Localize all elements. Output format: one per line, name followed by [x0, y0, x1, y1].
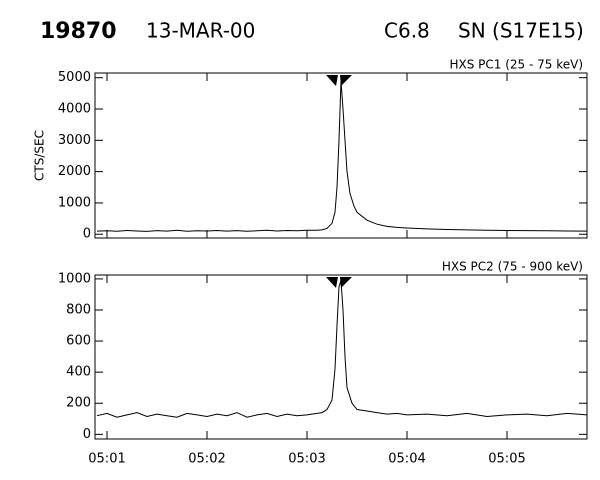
panel-title: HXS PC2 (75 - 900 keV)	[442, 260, 583, 274]
marker	[340, 277, 352, 288]
y-tick-label: 1000	[58, 271, 91, 286]
y-tick-label: 800	[66, 302, 91, 317]
flare-class: C6.8	[384, 19, 430, 43]
y-tick-label: 0	[83, 427, 91, 442]
y-tick-label: 1000	[58, 195, 91, 210]
y-tick-label: 2000	[58, 164, 91, 179]
peak-markers	[326, 75, 352, 288]
x-tick-label: 05:01	[88, 452, 125, 467]
x-tick-label: 05:02	[188, 452, 225, 467]
y-tick-label: 600	[66, 334, 91, 349]
y-tick-label: 5000	[58, 70, 91, 85]
y-axis-label: CTS/SEC	[33, 130, 47, 181]
y-tick-label: 400	[66, 365, 91, 380]
x-tick-label: 05:05	[488, 452, 525, 467]
x-tick-label: 05:03	[288, 452, 325, 467]
event-date: 13-MAR-00	[146, 19, 255, 43]
data-line	[96, 280, 588, 418]
marker	[326, 277, 338, 288]
y-tick-label: 3000	[58, 133, 91, 148]
y-tick-label: 4000	[58, 102, 91, 117]
x-tick-label: 05:04	[388, 452, 425, 467]
marker	[340, 75, 352, 86]
plot-frame	[94, 72, 588, 239]
flare-location: SN (S17E15)	[458, 19, 584, 43]
plot-frame	[94, 274, 588, 440]
panel-title: HXS PC1 (25 - 75 keV)	[449, 58, 583, 72]
y-tick-label: 200	[66, 396, 91, 411]
data-line	[96, 80, 588, 232]
y-tick-label: 0	[83, 227, 91, 242]
marker	[326, 75, 338, 86]
event-number: 19870	[40, 19, 117, 44]
